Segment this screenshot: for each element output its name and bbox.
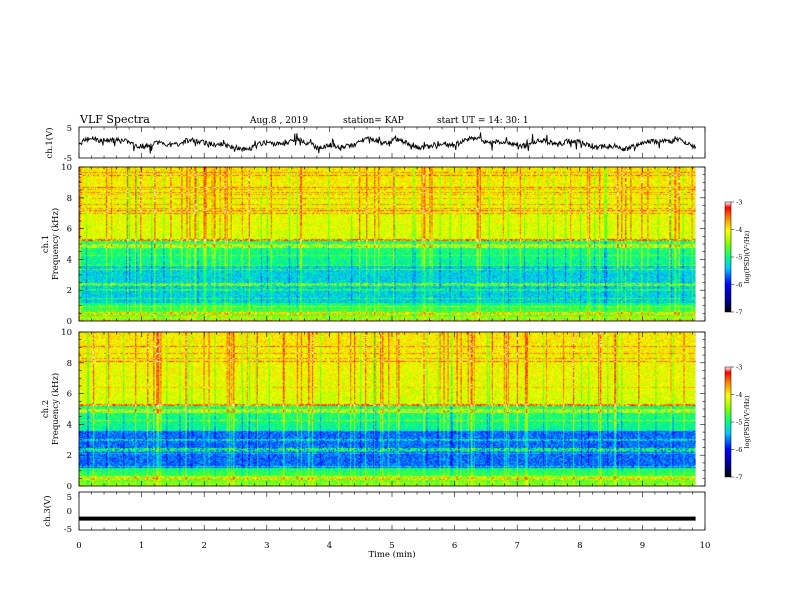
colorbar-tick-label: -7 [736, 474, 742, 482]
ch2-frequency-ticks: 0 2 4 6 8 10 [61, 328, 705, 492]
ch3-ytick-top: 5 [67, 493, 72, 503]
x-tick-label: 10 [700, 541, 711, 551]
station-label: station= KAP [343, 116, 404, 126]
ch3-ytick-mid: 0 [67, 507, 72, 517]
ch1-spectrogram-image [79, 167, 696, 321]
ch2-colorbar-gradient [724, 366, 732, 478]
ch1-colorbar-ticks: -3 -4 -5 -6 -7 [731, 199, 742, 317]
ch1-ytick-top: 5 [67, 124, 72, 134]
freq-tick-label: 4 [67, 255, 72, 265]
ch3-waveform-frame [78, 491, 706, 531]
ch1-ticks [78, 127, 706, 158]
freq-tick-label: 4 [67, 420, 72, 430]
x-tick-label: 1 [139, 541, 144, 551]
ch2-colorbar-label: log(PSD)(V²/Hz) [743, 395, 751, 448]
colorbar-tick-label: -5 [736, 419, 742, 427]
ch3-waveform-line [79, 516, 696, 521]
colorbar-tick-label: -4 [736, 226, 742, 234]
colorbar-tick-label: -6 [736, 281, 742, 289]
ch3-ytick-bottom: -5 [64, 525, 72, 535]
colorbar-tick-label: -3 [736, 364, 742, 372]
freq-tick-label: 0 [67, 317, 72, 327]
x-tick-label: 9 [640, 541, 645, 551]
x-tick-label: 3 [264, 541, 269, 551]
freq-tick-label: 10 [61, 328, 72, 338]
date-label: Aug.8 , 2019 [249, 116, 308, 126]
ch1-spectrogram-panel: 0 2 4 6 8 10 ch.1 Frequency (kHz) [41, 163, 706, 327]
start-time-label: start UT = 14: 30: 1 [437, 116, 529, 126]
freq-tick-label: 6 [67, 225, 72, 235]
ch1-channel-label: ch.1 [41, 235, 51, 253]
freq-tick-label: 6 [67, 390, 72, 400]
freq-tick-label: 8 [67, 359, 72, 369]
ch2-spectrogram-ticks [78, 332, 706, 486]
ch1-frequency-label: Frequency (kHz) [50, 208, 61, 280]
x-tick-label: 2 [201, 541, 206, 551]
freq-tick-label: 2 [67, 451, 72, 461]
colorbar-tick-label: -7 [736, 309, 742, 317]
colorbar-tick-label: -3 [736, 199, 742, 207]
ch2-colorbar-ticks: -3 -4 -5 -6 -7 [731, 364, 742, 482]
colorbar-tick-label: -6 [736, 446, 742, 454]
x-axis-label: Time (min) [368, 549, 415, 560]
ch1-colorbar-label: log(PSD)(V²/Hz) [743, 230, 751, 283]
ch2-spectrogram-panel: 0 2 4 6 8 10 ch.2 Frequency (kHz) [41, 328, 706, 492]
ch1-ylabel: ch.1(V) [44, 127, 55, 158]
ch1-waveform-line [78, 132, 697, 154]
x-tick-label: 0 [76, 541, 81, 551]
ch1-waveform-panel: 5 -5 ch.1(V) [44, 124, 706, 164]
ch3-ticks [78, 492, 706, 530]
ch2-frequency-label: Frequency (kHz) [50, 373, 61, 445]
ch2-colorbar: -3 -4 -5 -6 -7 log(PSD)(V²/Hz) [724, 364, 751, 482]
colorbar-tick-label: -5 [736, 254, 742, 262]
figure-title: VLF Spectra [79, 113, 150, 126]
x-tick-label: 8 [577, 541, 582, 551]
ch2-channel-label: ch.2 [41, 400, 51, 418]
ch3-ylabel: ch.3(V) [42, 495, 53, 526]
ch1-spectrogram-ticks [78, 167, 706, 321]
colorbar-tick-label: -4 [736, 391, 742, 399]
ch2-spectrogram-image [79, 332, 696, 486]
ch3-waveform-panel: 5 0 -5 ch.3(V) [42, 491, 706, 535]
x-tick-label: 6 [452, 541, 457, 551]
x-tick-label: 7 [514, 541, 519, 551]
freq-tick-label: 0 [67, 482, 72, 492]
ch1-colorbar: -3 -4 -5 -6 -7 log(PSD)(V²/Hz) [724, 199, 751, 317]
ch1-ytick-bottom: -5 [64, 154, 72, 164]
ch1-frequency-ticks: 0 2 4 6 8 10 [61, 163, 705, 327]
ch1-colorbar-gradient [724, 201, 732, 313]
x-tick-label: 4 [327, 541, 332, 551]
x-tick-label: 5 [389, 541, 394, 551]
x-axis-tick-labels: 0 1 2 3 4 5 6 7 8 9 10 [76, 541, 710, 551]
freq-tick-label: 10 [61, 163, 72, 173]
freq-tick-label: 2 [67, 286, 72, 296]
freq-tick-label: 8 [67, 194, 72, 204]
